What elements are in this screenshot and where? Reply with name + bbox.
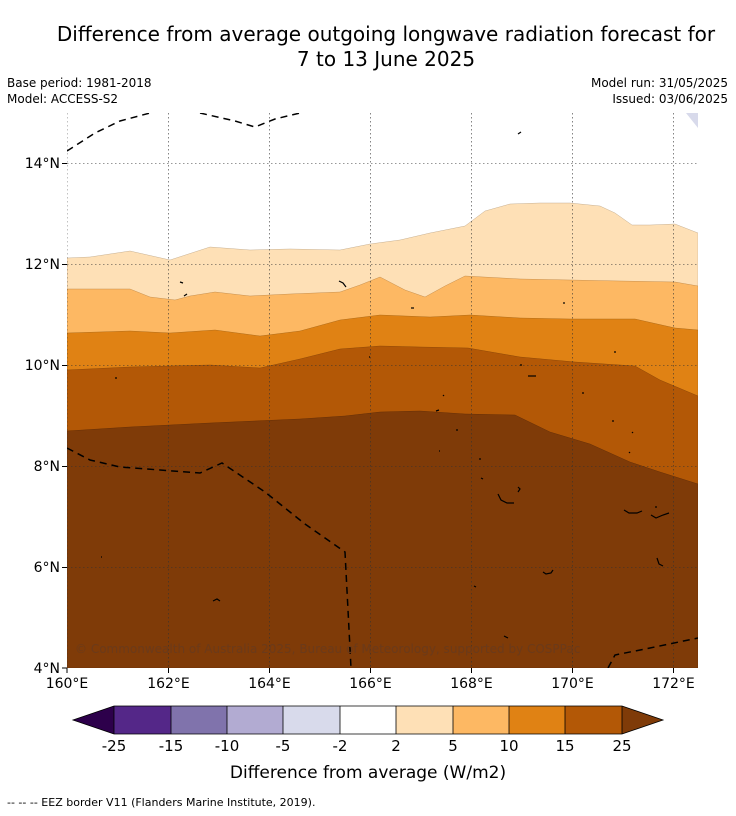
lat-tick-8n: 8°N [34, 459, 60, 475]
colorbar: -25 -15 -10 -5 -2 2 5 10 15 25 Differenc… [71, 705, 665, 783]
colorbar-swatch-3 [227, 706, 283, 734]
lon-tick-160e: 160°E [46, 676, 89, 692]
eez-legend-note: -- -- -- EEZ border V11 (Flanders Marine… [7, 796, 316, 809]
lon-tick-170e: 170°E [551, 676, 594, 692]
base-period: Base period: 1981-2018 [7, 76, 152, 90]
colorbar-tick: 15 [555, 737, 574, 755]
colorbar-swatch-1 [114, 706, 171, 734]
colorbar-extend-high [622, 706, 663, 734]
issued-date: Issued: 03/06/2025 [612, 92, 728, 106]
model-run: Model run: 31/05/2025 [590, 76, 728, 90]
lon-tick-164e: 164°E [248, 676, 291, 692]
colorbar-extend-low [73, 706, 114, 734]
lat-tick-10n: 10°N [25, 358, 60, 374]
title-line-2: 7 to 13 June 2025 [296, 47, 476, 71]
gridlines [67, 113, 698, 668]
eez-border [67, 113, 698, 668]
colorbar-swatch-8 [509, 706, 565, 734]
meta-left: Base period: 1981-2018 Model: ACCESS-S2 [7, 75, 152, 107]
lon-axis: 160°E 162°E 164°E 166°E 168°E 170°E 172°… [46, 668, 695, 692]
colorbar-swatch-4 [283, 706, 340, 734]
title-line-1: Difference from average outgoing longwav… [56, 22, 716, 46]
colorbar-swatch-2 [171, 706, 227, 734]
colorbar-swatch-9 [565, 706, 622, 734]
island-outlines [101, 131, 670, 639]
anomaly-field: © Commonwealth of Australia 2025, Bureau… [67, 113, 698, 668]
lon-tick-162e: 162°E [147, 676, 190, 692]
colorbar-dividers [113, 706, 623, 734]
colorbar-tick: -10 [215, 737, 240, 755]
colorbar-tick: -2 [333, 737, 348, 755]
lon-tick-172e: 172°E [652, 676, 695, 692]
lat-tick-14n: 14°N [25, 156, 60, 172]
model-name: Model: ACCESS-S2 [7, 92, 119, 106]
lon-tick-168e: 168°E [450, 676, 493, 692]
lat-tick-4n: 4°N [34, 661, 60, 677]
lon-tick-166e: 166°E [349, 676, 392, 692]
colorbar-tick: 25 [612, 737, 631, 755]
purple-patch [686, 113, 698, 128]
meta-right: Model run: 31/05/2025 Issued: 03/06/2025 [591, 75, 728, 107]
map-title: Difference from average outgoing longwav… [0, 22, 736, 72]
colorbar-swatch-5 [340, 706, 396, 734]
colorbar-label: Difference from average (W/m2) [230, 763, 506, 783]
lat-tick-12n: 12°N [25, 257, 60, 273]
band-above-25 [67, 410, 698, 668]
colorbar-swatch-6 [396, 706, 453, 734]
colorbar-tick: 10 [499, 737, 518, 755]
colorbar-tick: -25 [102, 737, 127, 755]
colorbar-tick: 5 [448, 737, 458, 755]
colorbar-ticks: -25 -15 -10 -5 -2 2 5 10 15 25 [102, 737, 632, 755]
copyright-watermark: © Commonwealth of Australia 2025, Bureau… [75, 642, 580, 656]
lat-tick-6n: 6°N [34, 560, 60, 576]
colorbar-tick: -15 [159, 737, 184, 755]
colorbar-tick: 2 [391, 737, 401, 755]
colorbar-tick: -5 [276, 737, 291, 755]
colorbar-swatch-7 [453, 706, 509, 734]
lat-axis: 14°N 12°N 10°N 8°N 6°N 4°N [25, 156, 67, 677]
